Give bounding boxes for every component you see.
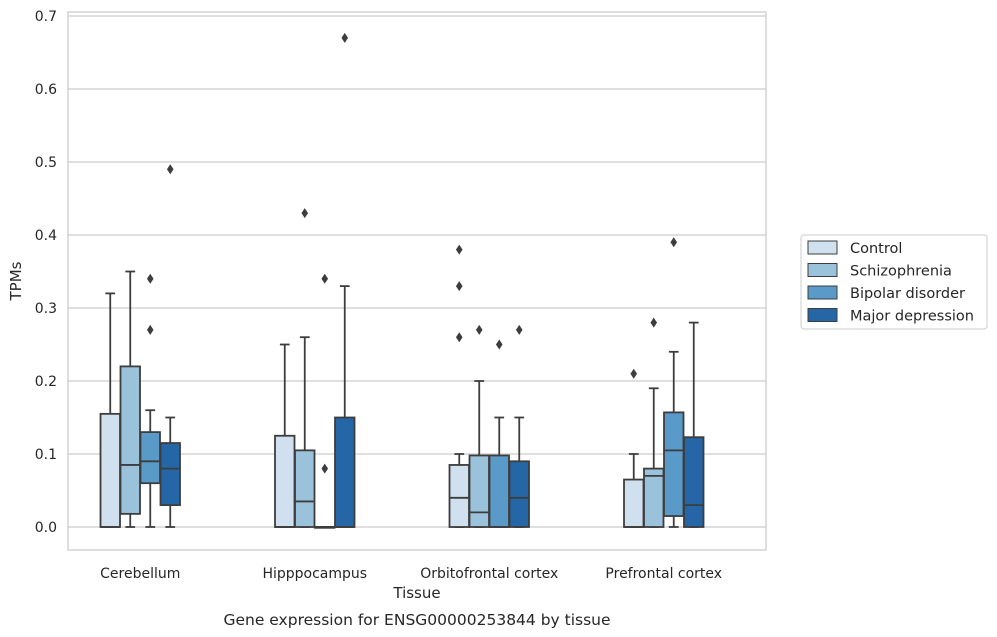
box-1-3 — [334, 32, 356, 528]
outlier-marker — [301, 208, 309, 219]
box-body — [99, 412, 121, 528]
box-body — [334, 416, 356, 528]
box-0-1 — [119, 270, 141, 528]
outlier-marker — [166, 164, 174, 175]
x-tick-label: Cerebellum — [100, 566, 180, 582]
plot-frame — [67, 11, 767, 551]
outlier-marker — [495, 339, 503, 350]
box-body — [159, 442, 181, 506]
y-tick-label: 0.1 — [35, 447, 57, 463]
box-body — [139, 431, 161, 485]
legend-label: Control — [850, 241, 902, 257]
y-tick-label: 0.2 — [35, 374, 57, 390]
boxes — [99, 32, 705, 529]
outlier-marker — [630, 368, 638, 379]
box-2-1 — [468, 324, 490, 528]
outlier-marker — [670, 237, 678, 248]
box-2-2 — [488, 339, 510, 528]
legend-item: Schizophrenia — [807, 263, 952, 280]
box-3-1 — [643, 317, 665, 528]
box-3-2 — [663, 237, 685, 528]
legend-item: Major depression — [807, 308, 974, 325]
outlier-marker — [475, 324, 483, 335]
box-body — [623, 478, 645, 528]
legend-item: Bipolar disorder — [807, 285, 965, 302]
y-tick-labels: 0.0 0.1 0.2 0.3 0.4 0.5 0.6 0.7 — [35, 9, 57, 536]
box-1-1 — [294, 208, 316, 528]
outlier-marker — [341, 32, 349, 43]
outlier-marker — [455, 244, 463, 255]
legend-swatch — [807, 308, 838, 322]
box-body — [274, 434, 296, 528]
box-1-2 — [314, 273, 336, 529]
legend: Control Schizophrenia Bipolar disorder Majo… — [800, 234, 988, 330]
outlier-marker — [321, 463, 329, 474]
x-tick-label: Orbitofrontal cortex — [420, 566, 558, 582]
outlier-marker — [146, 324, 154, 335]
box-3-0 — [623, 368, 645, 528]
outlier-marker — [146, 273, 154, 284]
legend-swatch — [807, 285, 838, 300]
outlier-marker — [455, 281, 463, 292]
y-tick-label: 0.5 — [35, 155, 57, 171]
y-tick-label: 0.4 — [35, 228, 57, 244]
x-tick-label: Hipppocampus — [262, 566, 367, 582]
chart-caption: Gene expression for ENSG00000253844 by t… — [223, 611, 610, 629]
x-axis-label: Tissue — [392, 584, 440, 602]
x-tick-labels: Cerebellum Hipppocampus Orbitofrontal cort… — [100, 566, 722, 582]
y-axis-label: TPMs — [7, 261, 25, 301]
box-0-0 — [99, 292, 121, 528]
box-3-3 — [683, 321, 705, 528]
box-0-3 — [159, 164, 181, 528]
box-body — [119, 365, 141, 515]
box-body — [683, 436, 705, 528]
box-body — [508, 460, 530, 528]
y-tick-label: 0.3 — [35, 301, 57, 317]
legend-item: Control — [807, 240, 902, 257]
legend-label: Major depression — [850, 309, 974, 325]
outlier-marker — [321, 273, 329, 284]
box-body — [663, 411, 685, 517]
legend-swatch — [807, 263, 838, 277]
box-2-3 — [508, 324, 530, 528]
legend-label: Schizophrenia — [850, 264, 952, 280]
box-1-0 — [274, 343, 296, 528]
legend-frame — [800, 234, 988, 330]
legend-label: Bipolar disorder — [850, 286, 965, 302]
x-tick-label: Prefrontal cortex — [605, 566, 722, 582]
outlier-marker — [515, 324, 523, 335]
legend-swatch — [807, 240, 838, 255]
gridlines — [68, 15, 766, 528]
box-body — [468, 454, 490, 528]
box-body — [448, 464, 470, 528]
box-body — [643, 467, 665, 528]
y-tick-label: 0.6 — [35, 82, 57, 98]
outlier-marker — [650, 317, 658, 328]
box-body — [488, 454, 510, 528]
box-2-0 — [448, 244, 470, 528]
outlier-marker — [455, 332, 463, 343]
box-body — [294, 449, 316, 528]
box-0-2 — [139, 273, 161, 528]
y-tick-label: 0.0 — [35, 520, 57, 536]
y-tick-label: 0.7 — [35, 9, 57, 25]
